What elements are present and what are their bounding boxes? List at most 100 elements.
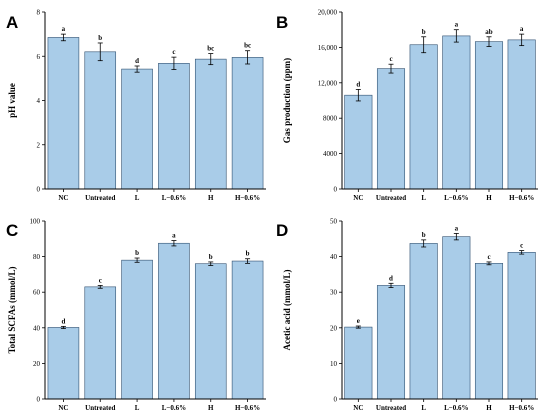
significance-label: d (135, 57, 139, 65)
bar (344, 326, 373, 400)
y-axis-label: pH value (7, 83, 17, 118)
significance-label: e (357, 317, 360, 325)
bar (442, 35, 471, 190)
x-tick-label: H−0.6% (235, 194, 260, 202)
x-tick-label: L (135, 404, 140, 412)
x-tick-label: Untreated (376, 404, 406, 412)
significance-label: b (98, 34, 102, 42)
significance-label: c (172, 48, 175, 56)
significance-label: b (422, 28, 426, 36)
y-tick-label: 6 (37, 53, 41, 61)
bar (507, 252, 536, 400)
significance-label: a (172, 232, 176, 240)
x-tick-label: L (421, 404, 426, 412)
bar (121, 259, 153, 400)
y-tick-label: 100 (30, 218, 41, 226)
y-tick-label: 4 (37, 97, 41, 105)
y-tick-label: 16,000 (318, 44, 338, 52)
y-tick-label: 40 (33, 324, 41, 332)
x-tick-label: NC (353, 404, 363, 412)
y-axis-label: Acetic acid (mmol/L) (282, 270, 292, 351)
bar (194, 263, 227, 400)
bar (47, 327, 80, 400)
y-tick-label: 80 (33, 253, 41, 261)
significance-label: bc (244, 42, 251, 50)
bar (194, 58, 227, 190)
x-tick-label: H−0.6% (509, 194, 534, 202)
bar (231, 260, 264, 400)
x-tick-label: L−0.6% (162, 404, 186, 412)
x-tick-label: Untreated (376, 194, 406, 202)
y-tick-label: 20 (330, 324, 338, 332)
x-tick-label: H (208, 194, 214, 202)
significance-label: d (356, 80, 360, 88)
x-tick-label: L−0.6% (162, 194, 186, 202)
panel-c: C Total SCFAs (mmol/L) d NC c Untreated b La L−0… (6, 218, 266, 412)
x-tick-label: H−0.6% (509, 404, 534, 412)
significance-label: c (389, 55, 392, 63)
panel-label: A (6, 13, 18, 32)
bar (84, 51, 117, 190)
bar (442, 236, 471, 400)
y-tick-label: 12,000 (318, 79, 338, 87)
x-tick-label: H−0.6% (235, 404, 260, 412)
x-tick-label: H (486, 404, 492, 412)
panel-d: D Acetic acid (mmol/L) e NC d Untreated b La L−0… (276, 218, 538, 412)
y-tick-label: 20 (33, 360, 41, 368)
y-tick-label: 60 (33, 289, 41, 297)
bar (409, 44, 438, 190)
bar (474, 263, 504, 400)
x-tick-label: L (135, 194, 140, 202)
significance-label: a (455, 21, 459, 29)
y-tick-label: 30 (330, 289, 338, 297)
significance-label: b (246, 250, 250, 258)
bar (84, 286, 117, 400)
y-tick-label: 2 (37, 141, 41, 149)
y-tick-label: 4000 (323, 150, 338, 158)
bar (376, 285, 406, 400)
x-tick-label: L−0.6% (444, 404, 468, 412)
y-tick-label: 40 (330, 253, 338, 261)
x-tick-label: Untreated (85, 194, 115, 202)
x-tick-label: L−0.6% (444, 194, 468, 202)
significance-label: a (62, 25, 66, 33)
panel-label: B (276, 13, 288, 32)
bar (158, 242, 190, 400)
significance-label: c (487, 253, 490, 261)
y-axis-label: Total SCFAs (mmol/L) (7, 266, 17, 353)
y-tick-label: 10 (330, 360, 338, 368)
x-tick-label: H (208, 404, 214, 412)
significance-label: b (422, 231, 426, 239)
significance-label: b (209, 253, 213, 261)
bar (47, 37, 80, 190)
significance-label: b (135, 249, 139, 257)
bar (344, 94, 373, 190)
significance-label: ab (485, 28, 493, 36)
y-tick-label: 0 (334, 396, 338, 404)
panel-label: C (6, 221, 18, 240)
y-tick-label: 20,000 (318, 9, 338, 17)
y-tick-label: 0 (37, 186, 41, 194)
x-tick-label: NC (58, 404, 68, 412)
y-axis-label: Gas production (ppm) (282, 58, 292, 143)
y-tick-label: 50 (330, 218, 338, 226)
y-tick-label: 8 (37, 9, 41, 17)
x-tick-label: L (421, 194, 426, 202)
bar (507, 39, 536, 190)
bar (409, 243, 438, 400)
y-tick-label: 8000 (323, 115, 338, 123)
y-tick-label: 0 (334, 186, 338, 194)
significance-label: d (61, 317, 65, 325)
significance-label: bc (207, 45, 214, 53)
x-tick-label: Untreated (85, 404, 115, 412)
significance-label: a (520, 25, 524, 33)
x-tick-label: NC (353, 194, 363, 202)
x-tick-label: NC (58, 194, 68, 202)
y-tick-label: 0 (37, 396, 41, 404)
x-tick-label: H (486, 194, 492, 202)
bar (158, 63, 190, 190)
bar (121, 68, 153, 190)
bar (474, 41, 504, 190)
significance-label: c (520, 242, 523, 250)
